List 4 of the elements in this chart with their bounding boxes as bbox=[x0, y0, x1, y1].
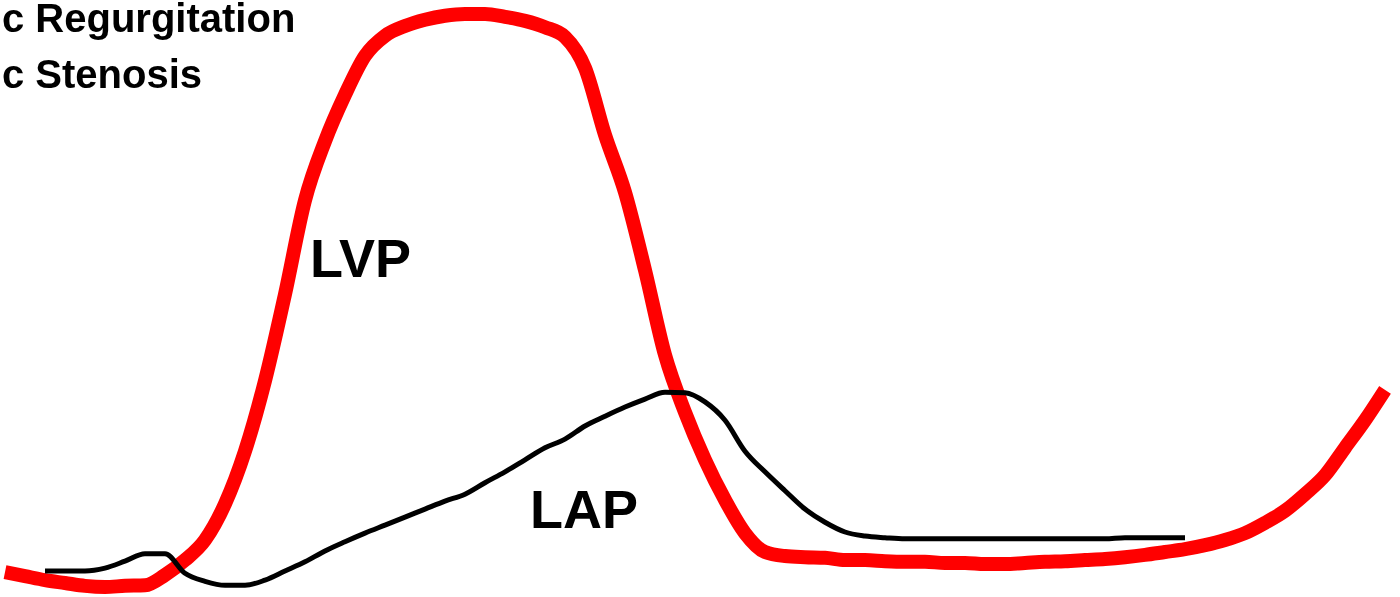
text: c Stenosis bbox=[2, 52, 203, 96]
chart-title: c Regurgitation bbox=[2, 0, 296, 40]
series-label: LAP bbox=[530, 478, 638, 539]
series-label: LVP bbox=[310, 228, 412, 289]
